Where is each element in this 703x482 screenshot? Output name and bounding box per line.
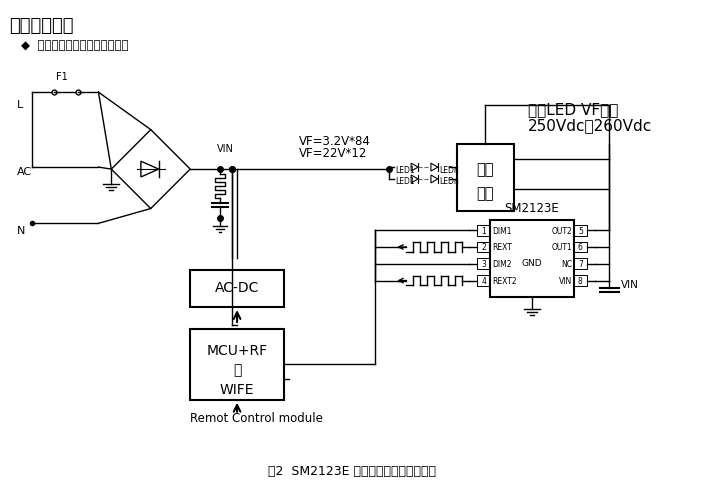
Text: NC: NC	[561, 260, 572, 269]
Bar	[477, 241, 490, 253]
Bar	[456, 145, 514, 212]
Bar	[490, 220, 574, 297]
Text: 或: 或	[233, 363, 241, 377]
Text: SM2123E: SM2123E	[505, 202, 560, 215]
Text: F1: F1	[56, 72, 67, 82]
Text: AC: AC	[17, 167, 32, 177]
Bar	[477, 275, 490, 286]
Text: DIM2: DIM2	[492, 260, 512, 269]
Text: L: L	[17, 100, 23, 110]
Text: N: N	[17, 226, 25, 236]
Bar	[574, 241, 587, 253]
Text: MCU+RF: MCU+RF	[207, 344, 268, 358]
Bar	[191, 329, 284, 400]
Text: ◆  典型系统应用一（单颗芯片）: ◆ 典型系统应用一（单颗芯片）	[20, 39, 128, 52]
Bar	[477, 258, 490, 269]
Text: Remot Control module: Remot Control module	[191, 412, 323, 425]
Text: 典型应用方案: 典型应用方案	[8, 17, 73, 35]
Bar	[574, 258, 587, 269]
Text: 1: 1	[482, 227, 486, 236]
Bar	[574, 225, 587, 236]
Text: AC-DC: AC-DC	[215, 281, 259, 295]
Text: 6: 6	[578, 243, 583, 253]
Text: 图2  SM2123E 智能冷暖双色恒功率系统: 图2 SM2123E 智能冷暖双色恒功率系统	[268, 465, 435, 478]
Text: 单组LED VF总值: 单组LED VF总值	[527, 102, 618, 117]
Text: 3: 3	[482, 260, 486, 269]
Text: 8: 8	[578, 277, 583, 286]
Text: 2: 2	[482, 243, 486, 253]
Text: 4: 4	[482, 277, 486, 286]
Text: 7: 7	[578, 260, 583, 269]
Text: LEDn: LEDn	[439, 166, 458, 174]
Text: VF=22V*12: VF=22V*12	[299, 147, 367, 161]
Text: DIM1: DIM1	[492, 227, 512, 236]
Text: LED1: LED1	[395, 177, 415, 187]
Text: VIN: VIN	[217, 144, 234, 154]
Text: OUT1: OUT1	[551, 243, 572, 253]
Text: 250Vdc－260Vdc: 250Vdc－260Vdc	[527, 118, 652, 133]
Text: LED1: LED1	[395, 166, 415, 174]
Text: OUT2: OUT2	[551, 227, 572, 236]
Text: WIFE: WIFE	[220, 383, 254, 397]
Text: VF=3.2V*84: VF=3.2V*84	[299, 134, 370, 147]
Text: 暖白: 暖白	[477, 186, 494, 201]
Text: VIN: VIN	[559, 277, 572, 286]
Text: VIN: VIN	[621, 281, 639, 291]
Text: LEDn: LEDn	[439, 177, 458, 187]
Text: REXT2: REXT2	[492, 277, 517, 286]
Text: 冷白: 冷白	[477, 162, 494, 177]
Text: REXT: REXT	[492, 243, 512, 253]
Bar	[477, 225, 490, 236]
Bar	[191, 270, 284, 307]
Text: GND: GND	[522, 259, 542, 268]
Bar	[574, 275, 587, 286]
Text: 5: 5	[578, 227, 583, 236]
